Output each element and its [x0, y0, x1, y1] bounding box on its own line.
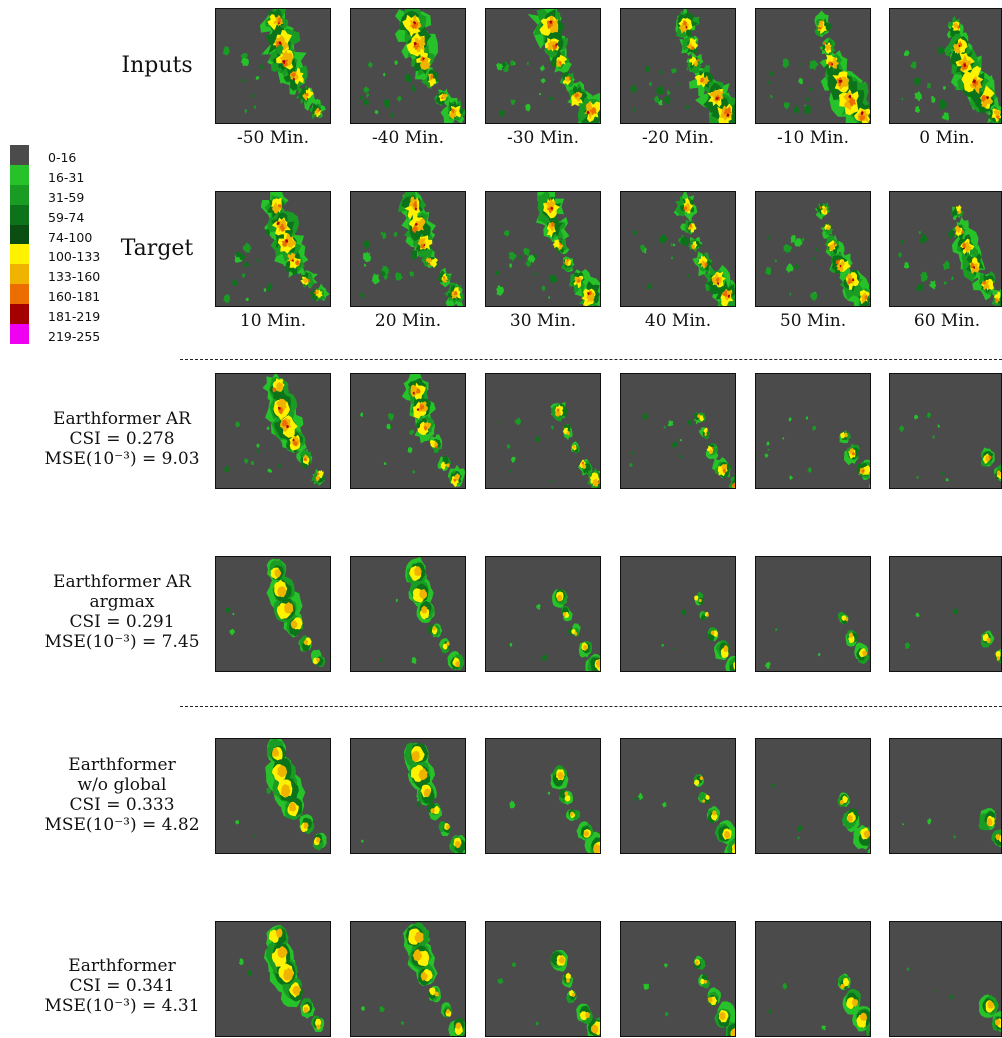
- legend-label: 59-74: [48, 209, 85, 225]
- radar-frame: [485, 556, 601, 672]
- radar-frame: [755, 738, 871, 854]
- radar-frame: [620, 556, 736, 672]
- legend-swatch: [10, 264, 29, 285]
- radar-frame: [350, 921, 466, 1037]
- legend-swatch: [10, 184, 29, 205]
- frame-time-caption: -50 Min.: [237, 128, 309, 148]
- legend-swatch: [10, 224, 29, 245]
- radar-frame: [889, 191, 1002, 307]
- legend-label: 74-100: [48, 229, 93, 245]
- radar-frame: [485, 191, 601, 307]
- frame-time-caption: 10 Min.: [239, 311, 307, 331]
- radar-frame: [485, 8, 601, 124]
- row-label-earthformer: Earthformer CSI = 0.341 MSE(10⁻³) = 4.31: [22, 956, 222, 1016]
- radar-frame: [215, 556, 331, 672]
- frame-time-caption: -10 Min.: [777, 128, 849, 148]
- frame-time-caption: 30 Min.: [509, 311, 577, 331]
- row-label-target: Target: [57, 235, 257, 263]
- legend-swatch: [10, 244, 29, 265]
- legend-swatch: [10, 164, 29, 185]
- radar-frame: [350, 556, 466, 672]
- row-label-line: Earthformer: [68, 755, 176, 775]
- radar-frame: [215, 8, 331, 124]
- legend-swatch: [10, 304, 29, 325]
- row-label-line: MSE(10⁻³) = 4.82: [44, 815, 200, 835]
- radar-frame: [215, 921, 331, 1037]
- row-label-earthformer-ar: Earthformer AR CSI = 0.278 MSE(10⁻³) = 9.0…: [22, 409, 222, 469]
- radar-frame: [215, 191, 331, 307]
- frame-time-caption: 50 Min.: [779, 311, 847, 331]
- radar-frame: [755, 373, 871, 489]
- legend-label: 16-31: [48, 169, 85, 185]
- row-label-earthformer-ar-argmax: Earthformer AR argmax CSI = 0.291 MSE(10⁻³)…: [22, 572, 222, 652]
- legend-label: 219-255: [48, 329, 101, 345]
- radar-frame: [620, 191, 736, 307]
- legend-swatch: [10, 284, 29, 305]
- legend-label: 133-160: [48, 269, 101, 285]
- radar-frame: [350, 738, 466, 854]
- frame-time-caption: 40 Min.: [644, 311, 712, 331]
- radar-frame: [485, 738, 601, 854]
- row-label-line: CSI = 0.341: [69, 976, 175, 996]
- radar-frame: [889, 921, 1002, 1037]
- radar-frame: [485, 921, 601, 1037]
- radar-frame: [889, 556, 1002, 672]
- row-label-line: Earthformer: [68, 956, 176, 976]
- row-label-line: MSE(10⁻³) = 9.03: [44, 449, 200, 469]
- radar-frame: [215, 738, 331, 854]
- row-label-line: Inputs: [121, 53, 193, 78]
- legend-swatch: [10, 145, 29, 165]
- row-label-earthformer-wo-global: Earthformer w/o global CSI = 0.333 MSE(10⁻³…: [22, 755, 222, 835]
- section-divider: [180, 359, 1002, 360]
- frame-time-caption: -40 Min.: [372, 128, 444, 148]
- radar-frame: [755, 556, 871, 672]
- legend-label: 181-219: [48, 309, 101, 325]
- legend-label: 160-181: [48, 289, 101, 305]
- row-label-line: CSI = 0.278: [69, 429, 175, 449]
- radar-frame: [620, 738, 736, 854]
- legend-label: 31-59: [48, 189, 85, 205]
- row-label-inputs: Inputs: [57, 52, 257, 80]
- row-label-line: Earthformer AR: [53, 572, 191, 592]
- radar-frame: [889, 8, 1002, 124]
- legend-swatch: [10, 324, 29, 344]
- radar-frame: [350, 191, 466, 307]
- radar-frame: [620, 921, 736, 1037]
- radar-frame: [620, 373, 736, 489]
- radar-frame: [889, 373, 1002, 489]
- row-label-line: CSI = 0.333: [69, 795, 175, 815]
- radar-frame: [215, 373, 331, 489]
- section-divider: [180, 706, 1002, 707]
- legend-label: 100-133: [48, 249, 101, 265]
- row-label-line: CSI = 0.291: [69, 612, 175, 632]
- frame-time-caption: 20 Min.: [374, 311, 442, 331]
- row-label-line: argmax: [89, 592, 155, 612]
- radar-frame: [755, 921, 871, 1037]
- radar-frame: [350, 8, 466, 124]
- radar-frame: [485, 373, 601, 489]
- row-label-line: MSE(10⁻³) = 4.31: [44, 996, 200, 1016]
- row-label-line: w/o global: [77, 775, 167, 795]
- row-label-line: Earthformer AR: [53, 409, 191, 429]
- row-label-line: MSE(10⁻³) = 7.45: [44, 632, 200, 652]
- radar-frame: [755, 191, 871, 307]
- radar-frame: [889, 738, 1002, 854]
- frame-time-caption: 0 Min.: [919, 128, 975, 148]
- frame-time-caption: -20 Min.: [642, 128, 714, 148]
- legend-label: 0-16: [48, 150, 77, 165]
- radar-frame: [350, 373, 466, 489]
- radar-frame: [620, 8, 736, 124]
- row-label-line: Target: [120, 236, 194, 261]
- legend-swatch: [10, 204, 29, 225]
- radar-frame: [755, 8, 871, 124]
- frame-time-caption: 60 Min.: [913, 311, 981, 331]
- frame-time-caption: -30 Min.: [507, 128, 579, 148]
